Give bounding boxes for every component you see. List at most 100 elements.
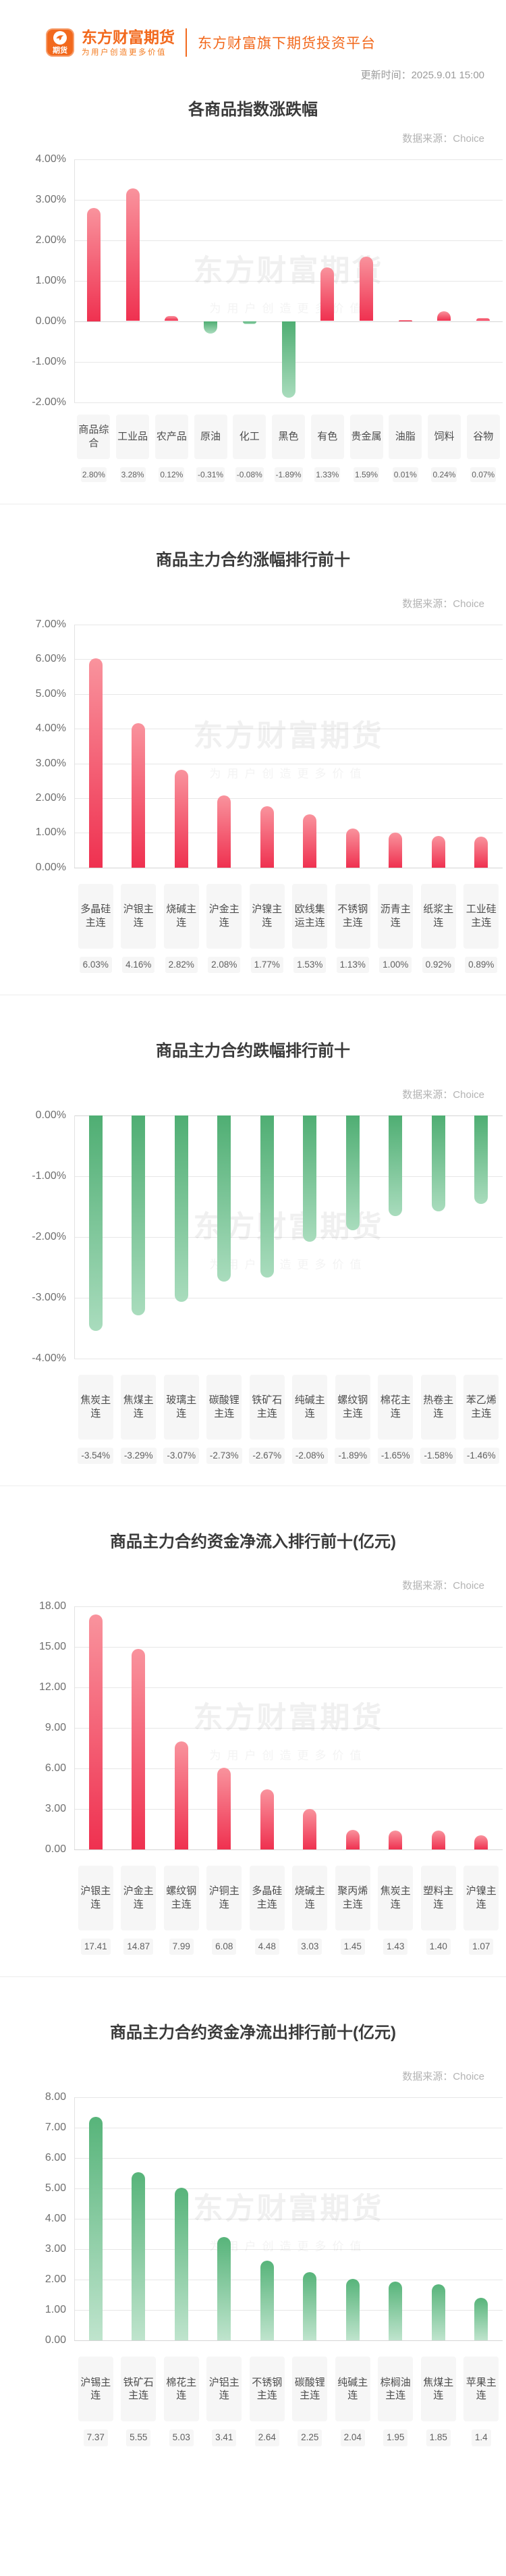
value-label: 7.37 xyxy=(83,2429,108,2446)
value-label: 0.92% xyxy=(422,956,455,974)
value-label: 2.64 xyxy=(254,2429,279,2446)
category-label: 沪镍主连 xyxy=(249,883,285,949)
value-slot: -2.73% xyxy=(203,1448,246,1465)
category-label: 焦炭主连 xyxy=(378,1866,414,1931)
category-slot: 聚丙烯主连 xyxy=(331,1866,374,1931)
y-axis-tick: 2.00% xyxy=(35,234,66,246)
category-slot: 多晶硅主连 xyxy=(246,1866,289,1931)
y-axis-line xyxy=(74,624,75,868)
category-slot: 化工 xyxy=(230,414,269,459)
value-slot: -2.67% xyxy=(246,1448,289,1465)
value-label: 2.04 xyxy=(340,2429,365,2446)
update-time-label: 更新时间：2025.9.01 15:00 xyxy=(360,69,484,81)
value-label: 7.99 xyxy=(169,1939,194,1955)
value-label: 4.16% xyxy=(122,956,155,974)
category-label: 苯乙烯主连 xyxy=(463,1375,499,1440)
value-slot: 0.92% xyxy=(417,956,460,974)
chart-title: 商品主力合约跌幅排行前十 xyxy=(156,1042,350,1061)
value-label: 6.08 xyxy=(212,1939,237,1955)
value-slot: 2.82% xyxy=(160,956,203,974)
data-source-label: 数据来源：Choice xyxy=(402,1089,484,1101)
value-label: 1.77% xyxy=(250,956,283,974)
bar xyxy=(125,188,140,321)
category-label: 焦炭主连 xyxy=(78,1375,113,1440)
value-slot: 1.59% xyxy=(347,467,386,482)
y-axis-tick: 0.00% xyxy=(35,1109,66,1122)
net-inflow-chart-section: 商品主力合约资金净流入排行前十(亿元) 数据来源：Choice 18.00 15.… xyxy=(0,1486,506,1976)
bar xyxy=(476,318,490,321)
category-label: 谷物 xyxy=(466,414,500,459)
gridline xyxy=(74,2249,503,2251)
gridline xyxy=(74,1687,503,1689)
value-slot: -0.08% xyxy=(230,467,269,482)
bar xyxy=(260,2260,274,2341)
category-label: 螺纹钢主连 xyxy=(335,1375,370,1440)
category-label: 烧碱主连 xyxy=(163,883,199,949)
value-label: 1.85 xyxy=(426,2429,451,2446)
y-axis-tick: 1.00% xyxy=(35,826,66,839)
category-slot: 沪银主连 xyxy=(74,1866,117,1931)
bar xyxy=(217,1115,231,1282)
value-slot: -1.65% xyxy=(374,1448,418,1465)
category-label: 碳酸锂主连 xyxy=(292,2357,328,2422)
bar xyxy=(174,2188,188,2341)
value-slot: 2.08% xyxy=(203,956,246,974)
bar xyxy=(345,1830,360,1850)
bar xyxy=(474,1115,488,1205)
bar xyxy=(174,1115,188,1303)
value-slot: 1.43 xyxy=(374,1939,418,1955)
gridline xyxy=(74,659,503,660)
value-label: 2.08% xyxy=(208,956,241,974)
futures-app-icon: 期货 xyxy=(46,28,74,57)
index-change-chart-section: 各商品指数涨跌幅 数据来源：Choice 4.00% 3.00% 2.00% 1.00… xyxy=(0,82,506,504)
bar xyxy=(217,2237,231,2341)
value-slot: 1.77% xyxy=(246,956,289,974)
chart-title: 各商品指数涨跌幅 xyxy=(188,100,318,119)
value-slot: 2.04 xyxy=(331,2429,374,2446)
gridline xyxy=(74,240,503,241)
data-source-label: 数据来源：Choice xyxy=(402,1580,484,1592)
bar xyxy=(389,2281,403,2341)
value-slot: -1.58% xyxy=(417,1448,460,1465)
plot-area: 8.00 7.00 6.00 5.00 4.00 3.00 2.00 1.00 0.00 东方财富… xyxy=(0,2091,503,2346)
category-slot: 苯乙烯主连 xyxy=(460,1375,503,1440)
category-label: 贵金属 xyxy=(349,414,383,459)
value-label: 5.03 xyxy=(169,2429,194,2446)
bar xyxy=(474,2298,488,2341)
y-axis-tick: 4.00% xyxy=(35,722,66,735)
bar xyxy=(217,1767,231,1850)
gridline xyxy=(74,2310,503,2311)
category-labels-row: 沪锡主连 铁矿石主连 棉花主连 沪铝主连 不锈钢主连 碳酸锂主连 纯碱主连 棕榈油主连 焦煤主连… xyxy=(74,2357,503,2422)
value-label: -1.65% xyxy=(377,1448,414,1465)
value-label: 17.41 xyxy=(80,1939,111,1955)
value-label: -0.08% xyxy=(235,467,264,482)
value-slot: -3.54% xyxy=(74,1448,117,1465)
category-label: 化工 xyxy=(233,414,266,459)
gridline xyxy=(74,1606,503,1608)
value-label: 14.87 xyxy=(123,1939,154,1955)
value-label: -1.58% xyxy=(420,1448,457,1465)
bar xyxy=(132,2172,146,2341)
category-slot: 工业品 xyxy=(113,414,152,459)
value-label: 2.25 xyxy=(298,2429,322,2446)
category-slot: 贵金属 xyxy=(347,414,386,459)
value-slot: -3.29% xyxy=(117,1448,161,1465)
value-label: 2.80% xyxy=(80,467,107,482)
chart-body: 0.00% -1.00% -2.00% -3.00% -4.00% 东方财富期货 为用户创造… xyxy=(0,1109,506,1465)
category-label: 棕榈油主连 xyxy=(378,2357,414,2422)
y-axis-tick: -2.00% xyxy=(32,396,66,408)
y-axis-line xyxy=(74,159,75,402)
bar xyxy=(303,1808,317,1850)
category-slot: 纸浆主连 xyxy=(417,883,460,949)
gridline xyxy=(74,159,503,160)
gridline xyxy=(74,1768,503,1770)
category-slot: 商品综合 xyxy=(74,414,113,459)
bar xyxy=(303,2272,317,2341)
category-label: 沪锡主连 xyxy=(78,2357,113,2422)
bar xyxy=(389,1830,403,1850)
value-label: 0.12% xyxy=(159,467,185,482)
gridline xyxy=(74,2340,503,2342)
category-slot: 农产品 xyxy=(152,414,191,459)
category-slot: 沪银主连 xyxy=(117,883,161,949)
